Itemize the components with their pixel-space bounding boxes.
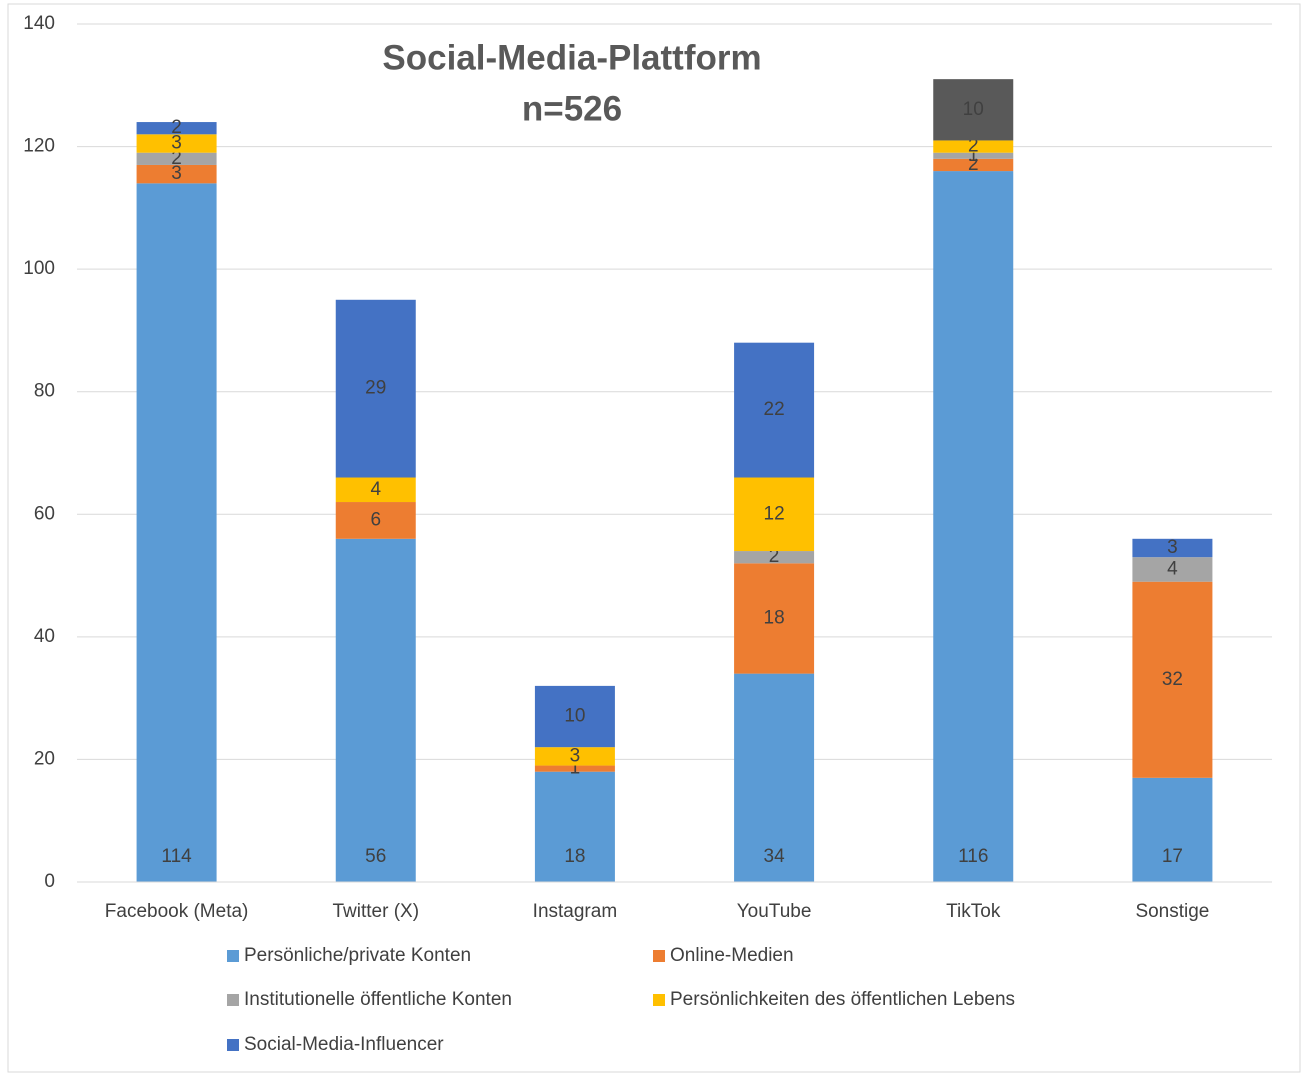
bar-segment: [534, 765, 615, 772]
data-label: 32: [1162, 669, 1183, 690]
data-label: 3: [1167, 537, 1178, 558]
data-label: 3: [171, 133, 182, 154]
data-label: 114: [161, 846, 192, 867]
legend-swatch: [227, 994, 239, 1006]
x-tick-label: Twitter (X): [332, 901, 419, 922]
data-label: 4: [1167, 558, 1178, 579]
legend-label: Institutionelle öffentliche Konten: [244, 989, 512, 1010]
bar-segment: [534, 747, 615, 766]
bar-segment: [136, 134, 217, 153]
bar-segment: [933, 79, 1014, 141]
bar-segment: [933, 152, 1014, 159]
bar-segment: [534, 685, 615, 748]
legend-swatch: [227, 950, 239, 962]
data-label: 17: [1162, 846, 1183, 867]
legend-label: Persönlichkeiten des öffentlichen Lebens: [670, 989, 1015, 1010]
data-label: 34: [764, 846, 786, 867]
bar-segment: [335, 502, 416, 539]
data-label: 18: [764, 607, 785, 628]
x-tick-label: Facebook (Meta): [105, 901, 249, 922]
bar-segment: [1132, 777, 1213, 882]
x-tick-label: Instagram: [533, 901, 617, 922]
bar-segment: [734, 551, 815, 564]
bar-segment: [734, 673, 815, 882]
y-tick-label: 20: [34, 748, 55, 769]
data-label: 56: [365, 846, 386, 867]
bar-segment: [136, 164, 217, 184]
data-label: 29: [365, 378, 386, 399]
y-tick-label: 140: [23, 13, 55, 34]
bar-segment: [734, 563, 815, 674]
bar-segment: [1132, 581, 1213, 778]
chart-subtitle: n=526: [522, 89, 622, 128]
chart-frame: [7, 3, 1301, 1073]
bar-segment: [1132, 557, 1213, 582]
bar-segment: [734, 342, 815, 478]
data-label: 2: [769, 546, 780, 567]
data-label: 2: [968, 154, 979, 175]
data-label: 12: [764, 503, 785, 524]
legend-swatch: [653, 950, 665, 962]
legend-label: Online-Medien: [670, 945, 794, 966]
data-label: 2: [171, 117, 182, 138]
data-label: 1: [570, 758, 581, 779]
bar-segment: [335, 538, 416, 882]
y-tick-label: 120: [23, 136, 55, 157]
bar-segment: [734, 477, 815, 552]
bar-segment: [335, 477, 416, 503]
data-label: 116: [958, 846, 988, 867]
y-tick-label: 40: [34, 626, 55, 647]
data-label: 2: [968, 136, 979, 157]
x-tick-label: YouTube: [737, 901, 812, 922]
data-label: 10: [564, 706, 585, 727]
data-label: 4: [370, 479, 381, 500]
bar-segment: [1132, 538, 1213, 558]
data-label: 10: [963, 99, 984, 120]
bar-segment: [335, 299, 416, 478]
data-label: 6: [370, 509, 381, 530]
bar-segment: [136, 122, 217, 135]
data-label: 22: [764, 399, 785, 420]
bar-segment: [933, 171, 1014, 883]
data-label: 3: [570, 745, 581, 766]
data-label: 2: [171, 148, 182, 169]
legend-swatch: [227, 1039, 239, 1051]
x-tick-label: Sonstige: [1135, 901, 1209, 922]
bar-segment: [534, 771, 615, 882]
data-label: 18: [564, 846, 585, 867]
y-tick-label: 0: [44, 871, 55, 892]
bar-segment: [933, 140, 1014, 153]
legend-label: Persönliche/private Konten: [244, 945, 471, 966]
data-label: 1: [968, 145, 979, 166]
bar-segment: [136, 183, 217, 883]
bar-segment: [933, 158, 1014, 172]
y-tick-label: 80: [34, 381, 55, 402]
chart-title: Social-Media-Plattform: [382, 38, 761, 77]
data-label: 3: [171, 163, 182, 184]
x-tick-label: TikTok: [946, 901, 1001, 922]
y-tick-label: 100: [23, 258, 55, 279]
legend-swatch: [653, 994, 665, 1006]
legend-label: Social-Media-Influencer: [244, 1034, 444, 1055]
bar-segment: [136, 152, 217, 165]
y-tick-label: 60: [34, 503, 55, 524]
